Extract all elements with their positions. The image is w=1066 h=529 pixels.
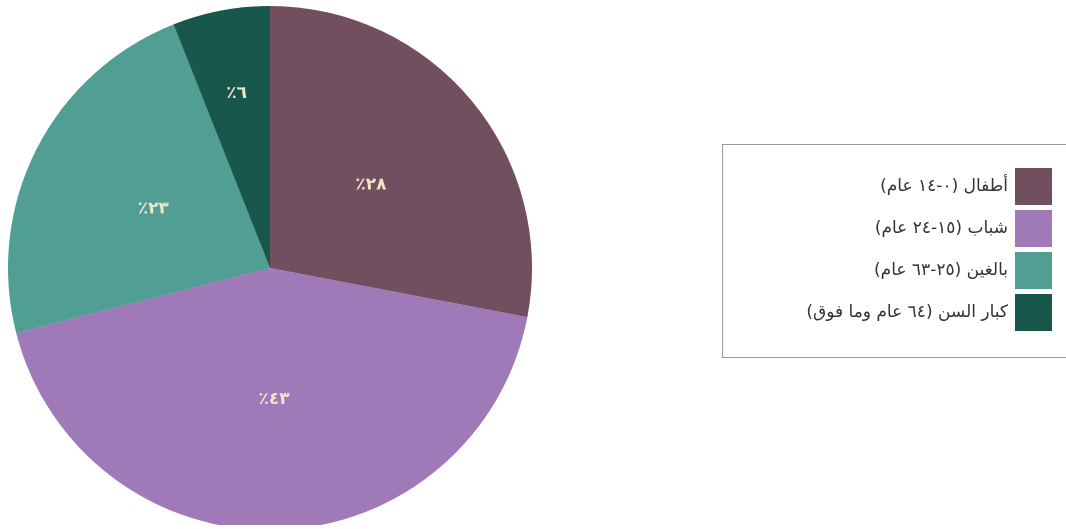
legend-swatch [1015, 294, 1052, 331]
legend-label: أطفال (٠-١٤ عام) [880, 174, 1008, 196]
legend-label: كبار السن (٦٤ عام وما فوق) [806, 302, 1009, 322]
legend-swatch [1015, 168, 1052, 205]
legend-label: بالغين (٢٥-٦٣ عام) [874, 260, 1008, 280]
slice-label: ٪٢٨ [355, 174, 387, 194]
slice-label: ٪٦ [226, 83, 247, 103]
legend-label: شباب (١٥-٢٤ عام) [875, 218, 1008, 238]
legend-swatch [1015, 210, 1052, 247]
slice-label: ٪٢٣ [138, 199, 170, 219]
pie-slice [270, 6, 532, 317]
legend-swatch [1015, 252, 1052, 289]
slice-label: ٪٤٣ [259, 389, 291, 409]
